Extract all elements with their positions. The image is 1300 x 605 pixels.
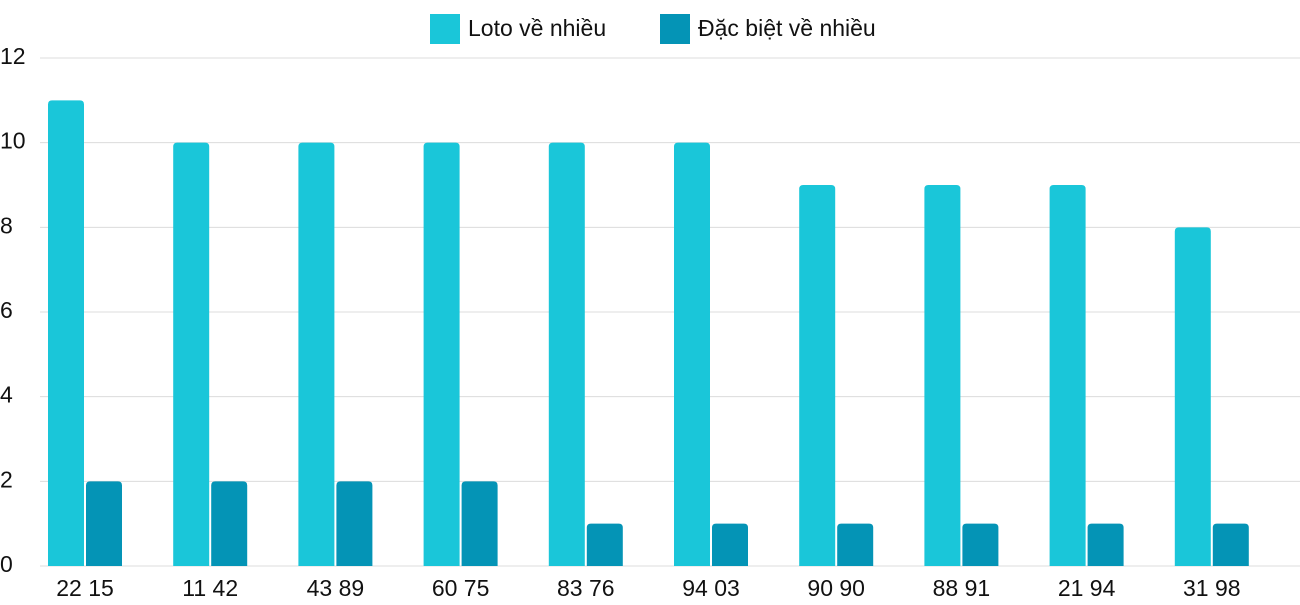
x-tick-label: 83 76	[557, 575, 615, 600]
x-tick-label: 21 94	[1058, 575, 1116, 600]
bar	[799, 185, 836, 566]
x-tick-label: 22 15	[56, 575, 114, 600]
legend-label: Loto về nhiều	[468, 15, 606, 41]
y-tick-label: 4	[0, 382, 13, 408]
bar	[674, 142, 710, 566]
bar	[1174, 227, 1211, 567]
bar	[924, 185, 961, 566]
bar	[48, 100, 84, 566]
y-tick-label: 2	[0, 466, 13, 492]
bar	[586, 523, 623, 566]
bar	[1212, 523, 1249, 566]
bar	[461, 481, 498, 566]
y-tick-label: 8	[0, 212, 13, 238]
bar	[837, 523, 874, 566]
legend-label: Đặc biệt về nhiều	[698, 15, 876, 41]
x-tick-label: 31 98	[1183, 575, 1241, 600]
bar	[1049, 185, 1086, 566]
bar	[211, 481, 248, 566]
x-tick-label: 60 75	[432, 575, 490, 600]
legend-swatch	[430, 14, 460, 44]
bar	[423, 142, 460, 566]
x-tick-label: 88 91	[933, 575, 991, 600]
bar	[298, 142, 335, 566]
bar	[86, 481, 122, 566]
bar	[712, 523, 748, 566]
legend-swatch	[660, 14, 690, 44]
bar	[336, 481, 373, 566]
x-tick-label: 94 03	[682, 575, 740, 600]
y-tick-label: 6	[0, 297, 13, 323]
x-tick-label: 90 90	[807, 575, 865, 600]
x-tick-label: 43 89	[307, 575, 365, 600]
bar	[173, 142, 210, 566]
bar	[962, 523, 999, 566]
y-tick-label: 10	[0, 128, 26, 154]
x-tick-label: 11 42	[182, 575, 238, 600]
y-tick-label: 12	[0, 43, 26, 69]
bar	[1087, 523, 1124, 566]
bar	[548, 142, 585, 566]
y-tick-label: 0	[0, 551, 13, 577]
